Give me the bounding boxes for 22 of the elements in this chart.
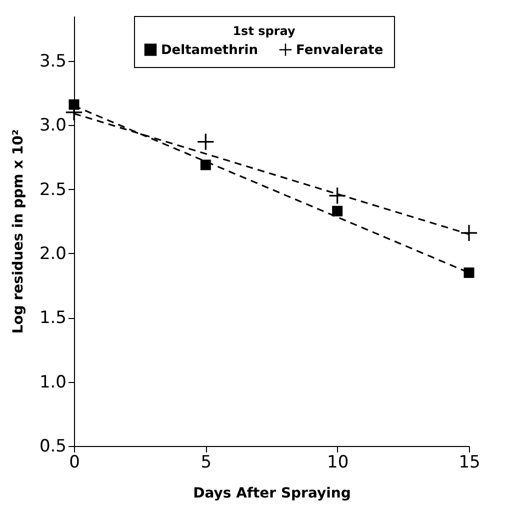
point [329,188,346,204]
y-tick-label: 3.0 [39,116,66,136]
point [332,206,343,216]
x-tick-label: 0 [69,452,80,472]
y-tick-label: 2.0 [39,244,66,264]
x-tick-label: 5 [200,452,212,472]
y-tick-label: 2.5 [39,180,66,200]
x-tick-label: 15 [458,452,480,472]
y-tick-label: 3.5 [39,51,66,72]
legend-label: Fenvalerate [296,42,384,58]
y-tick-label: 1.5 [39,308,66,328]
point [460,224,478,241]
point [200,160,211,170]
x-tick-label: 10 [327,452,349,472]
y-axis-title: Log residues in ppm x 10² [10,129,26,334]
point [464,267,474,278]
y-tick-label: 1.0 [39,372,66,392]
legend-label: Deltamethrin [161,42,258,58]
legend-title: 1st spray [232,24,296,38]
point [198,134,214,150]
x-axis-title: Days After Spraying [193,486,351,502]
y-tick-label: 0.5 [39,436,66,456]
